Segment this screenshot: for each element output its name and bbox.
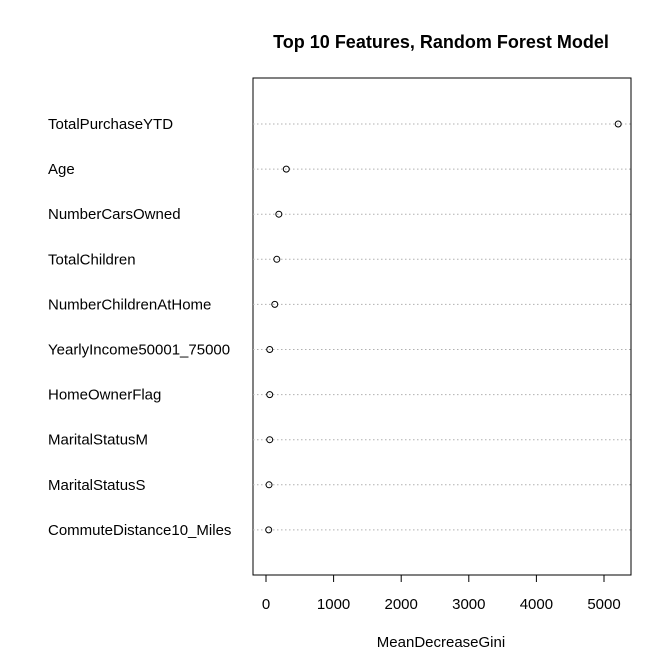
feature-label: Age <box>48 161 75 178</box>
feature-label: TotalChildren <box>48 251 136 268</box>
x-tick-label: 1000 <box>317 596 350 613</box>
x-tick-label: 0 <box>262 596 270 613</box>
data-point <box>266 436 274 444</box>
data-point <box>271 300 279 308</box>
data-point <box>282 165 290 173</box>
feature-label: TotalPurchaseYTD <box>48 116 173 133</box>
data-points <box>265 120 622 534</box>
data-point <box>266 346 274 353</box>
data-point <box>273 255 281 263</box>
x-axis: 0 1000 2000 3000 4000 5000 <box>262 574 621 613</box>
plot-frame <box>252 77 632 576</box>
feature-label: NumberCarsOwned <box>48 206 181 223</box>
x-tick-label: 3000 <box>452 596 485 613</box>
data-point <box>265 481 273 489</box>
data-point <box>614 120 622 128</box>
x-tick-label: 4000 <box>520 596 553 613</box>
x-tick-label: 2000 <box>385 596 418 613</box>
feature-label: YearlyIncome50001_75000 <box>48 342 230 359</box>
feature-label: CommuteDistance10_Miles <box>48 522 231 539</box>
data-point <box>275 210 283 218</box>
x-axis-title: MeanDecreaseGini <box>377 634 505 651</box>
feature-label: NumberChildrenAtHome <box>48 296 211 313</box>
feature-label: MaritalStatusS <box>48 477 146 494</box>
feature-label: HomeOwnerFlag <box>48 387 161 404</box>
grid-lines <box>253 123 631 531</box>
data-point <box>265 526 273 534</box>
feature-label: MaritalStatusM <box>48 432 148 449</box>
data-point <box>266 391 274 399</box>
feature-labels: TotalPurchaseYTD Age NumberCarsOwned TotalC… <box>48 116 231 539</box>
x-tick-label: 5000 <box>587 596 620 613</box>
chart-title: Top 10 Features, Random Forest Model <box>273 32 609 52</box>
